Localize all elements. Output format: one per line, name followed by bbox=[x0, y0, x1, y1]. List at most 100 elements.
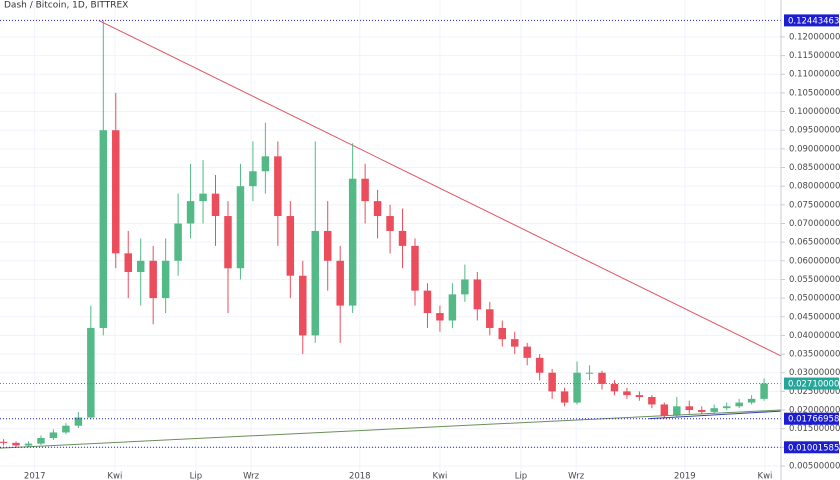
candle-body bbox=[685, 406, 694, 411]
x-tick-label: 2018 bbox=[349, 472, 371, 480]
y-tick-label: 0.04500000 bbox=[789, 312, 840, 322]
y-tick-label: 0.02000000 bbox=[789, 406, 840, 416]
candle-body bbox=[436, 313, 444, 321]
candle-body bbox=[261, 156, 270, 172]
candle-body bbox=[161, 260, 170, 299]
y-tick-label: 0.07500000 bbox=[789, 200, 840, 210]
candle-body bbox=[274, 156, 282, 217]
candle-body bbox=[74, 417, 83, 426]
y-tick-label: 0.03000000 bbox=[789, 368, 840, 378]
candle-body bbox=[548, 372, 556, 392]
candle-body bbox=[423, 290, 432, 314]
candle-body bbox=[373, 201, 382, 217]
candle-body bbox=[124, 253, 132, 272]
candle-body bbox=[174, 223, 182, 261]
x-tick-label: Kwi bbox=[758, 472, 773, 480]
candle-body bbox=[386, 216, 394, 231]
candle-body bbox=[735, 402, 743, 407]
candle-body bbox=[461, 279, 469, 295]
y-tick-label: 0.11500000 bbox=[789, 51, 840, 61]
candle-body bbox=[249, 171, 257, 187]
candle-body bbox=[186, 201, 195, 224]
candle-body bbox=[648, 396, 656, 405]
candle-body bbox=[523, 346, 531, 358]
candle-body bbox=[710, 408, 718, 412]
y-tick-label: 0.05500000 bbox=[789, 275, 840, 285]
y-tick-label: 0.02500000 bbox=[789, 387, 840, 397]
candle-body bbox=[473, 279, 482, 310]
candle-body bbox=[336, 260, 344, 306]
candle-body bbox=[760, 383, 768, 399]
price-label: 0.12443463 bbox=[788, 16, 839, 26]
candle-body bbox=[610, 383, 619, 392]
price-label-box bbox=[784, 441, 839, 454]
price-label-box bbox=[784, 377, 839, 390]
price-label: 0.01766958 bbox=[788, 415, 839, 425]
candle-body bbox=[573, 372, 581, 403]
price-label-box bbox=[784, 14, 839, 27]
y-tick-label: 0.06000000 bbox=[789, 256, 840, 266]
candle-body bbox=[698, 410, 706, 412]
candle-body bbox=[12, 442, 20, 446]
candle-body bbox=[149, 260, 157, 299]
candle-body bbox=[535, 357, 544, 373]
y-tick-label: 0.09000000 bbox=[789, 144, 840, 154]
candle-body bbox=[348, 178, 357, 306]
x-tick-label: Lip bbox=[515, 472, 528, 480]
x-tick-label: Wrz bbox=[243, 472, 260, 480]
candle-body bbox=[62, 425, 70, 433]
y-tick-label: 0.07000000 bbox=[789, 219, 840, 229]
candle-body bbox=[635, 395, 644, 397]
y-tick-label: 0.10000000 bbox=[789, 107, 840, 117]
candle-body bbox=[398, 230, 407, 246]
x-tick-label: Kwi bbox=[432, 472, 447, 480]
y-tick-label: 0.10500000 bbox=[789, 88, 840, 98]
x-tick-label: 2017 bbox=[24, 472, 46, 480]
candle-body bbox=[448, 294, 457, 321]
candle-body bbox=[411, 245, 419, 291]
candle-body bbox=[510, 339, 519, 347]
candle-body bbox=[673, 406, 681, 416]
candle-body bbox=[112, 130, 120, 254]
trend-line bbox=[649, 410, 782, 420]
candle-body bbox=[323, 230, 332, 261]
trend-line bbox=[98, 20, 782, 357]
y-tick-label: 0.00500000 bbox=[789, 462, 840, 472]
y-tick-label: 0.08500000 bbox=[789, 163, 840, 173]
candle-body bbox=[498, 327, 507, 340]
x-tick-label: Wrz bbox=[568, 472, 585, 480]
y-tick-label: 0.09500000 bbox=[789, 126, 840, 136]
candle-body bbox=[486, 309, 494, 328]
candle-body bbox=[99, 130, 108, 328]
candle-body bbox=[585, 372, 594, 374]
y-tick-label: 0.04000000 bbox=[789, 331, 840, 341]
y-tick-label: 0.08000000 bbox=[789, 182, 840, 192]
candle-body bbox=[49, 432, 58, 439]
candle-body bbox=[598, 372, 606, 384]
axis-layer: 0.005000000.010000000.015000000.02000000… bbox=[24, 14, 840, 480]
plot-layer bbox=[0, 19, 782, 449]
candle-body bbox=[311, 230, 319, 336]
candle-body bbox=[286, 216, 295, 276]
candle-body bbox=[299, 275, 307, 336]
y-tick-label: 0.03500000 bbox=[789, 350, 840, 360]
candle-body bbox=[0, 441, 8, 443]
candle-body bbox=[722, 406, 731, 409]
y-tick-label: 0.01500000 bbox=[789, 424, 840, 434]
price-label-box bbox=[784, 412, 839, 425]
candle-body bbox=[747, 398, 756, 403]
candle-body bbox=[623, 391, 631, 396]
price-label: 0.02710000 bbox=[788, 380, 839, 390]
candle-body bbox=[224, 216, 232, 269]
price-label: 0.01001585 bbox=[788, 443, 839, 453]
x-tick-label: Kwi bbox=[107, 472, 122, 480]
candle-body bbox=[236, 186, 245, 269]
y-tick-label: 0.12000000 bbox=[789, 32, 840, 42]
y-tick-label: 0.05000000 bbox=[789, 294, 840, 304]
candle-body bbox=[24, 443, 33, 446]
x-tick-label: 2019 bbox=[674, 472, 696, 480]
candle-body bbox=[37, 438, 45, 444]
y-tick-label: 0.11000000 bbox=[789, 70, 840, 80]
